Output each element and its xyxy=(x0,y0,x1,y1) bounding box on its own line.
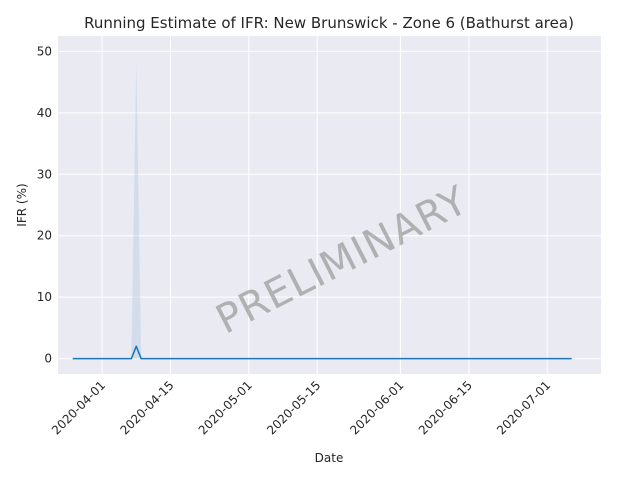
ifr-series xyxy=(72,345,572,360)
y-axis-label: IFR (%) xyxy=(15,183,29,226)
y-tick-label: 20 xyxy=(37,229,52,243)
x-tick-label: 2020-07-01 xyxy=(494,378,553,437)
x-tick-label: 2020-05-15 xyxy=(264,378,323,437)
chart-title: Running Estimate of IFR: New Brunswick -… xyxy=(84,14,574,32)
x-tick-label: 2020-06-01 xyxy=(347,378,406,437)
y-tick-label: 40 xyxy=(37,106,52,120)
y-tick-label: 0 xyxy=(44,352,52,366)
y-tick-label: 50 xyxy=(37,44,52,58)
plot-background xyxy=(58,36,601,374)
x-tick-label: 2020-06-15 xyxy=(416,378,475,437)
y-axis-ticks: 0 10 20 30 40 50 xyxy=(37,44,52,365)
ifr-line xyxy=(72,345,572,360)
x-tick-label: 2020-04-15 xyxy=(117,378,176,437)
x-tick-label: 2020-05-01 xyxy=(196,378,255,437)
x-axis-ticks: 2020-04-01 2020-04-15 2020-05-01 2020-05-15… xyxy=(49,378,553,437)
y-tick-label: 30 xyxy=(37,167,52,181)
x-tick-label: 2020-04-01 xyxy=(49,378,108,437)
x-axis-label: Date xyxy=(315,451,344,465)
y-tick-label: 10 xyxy=(37,290,52,304)
